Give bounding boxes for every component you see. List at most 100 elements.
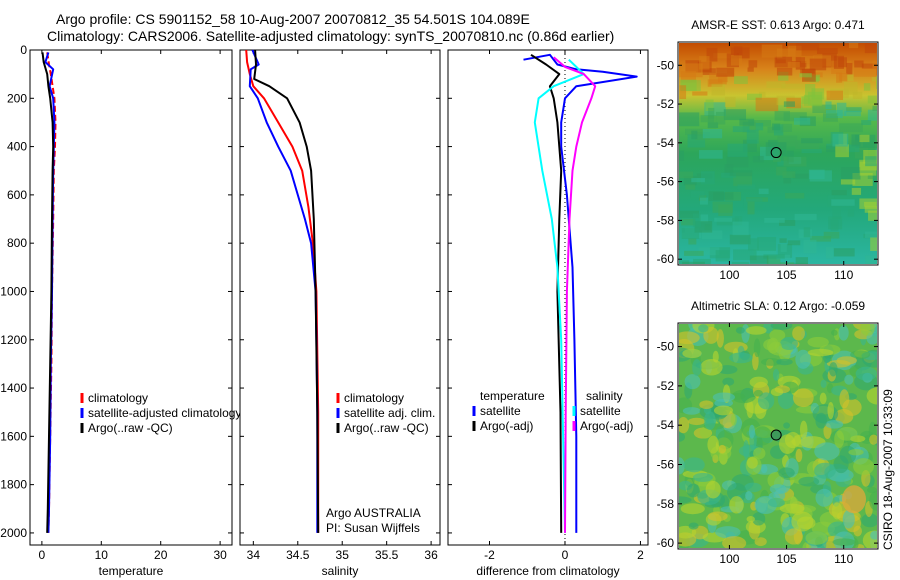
sst-texture-cell — [875, 76, 877, 89]
sla-texture-blob — [741, 324, 750, 343]
legend-entry: satellite adj. clim. — [344, 406, 435, 420]
sst-texture-cell — [783, 112, 807, 122]
sla_map-xtick-label: 105 — [777, 552, 797, 566]
sst-texture-cell — [871, 76, 877, 82]
sst-texture-cell — [679, 112, 700, 127]
sla-texture-blob — [745, 490, 753, 501]
sst_map-ytick-label: -54 — [657, 136, 675, 150]
sla-texture-blob — [679, 457, 685, 475]
salinity-panel: 34 34.5 35 35.5 36 salinity climatologysatelli… — [239, 49, 441, 578]
sst-texture-cell — [688, 238, 697, 245]
difference-series-temperature-argo-adj- — [530, 53, 563, 533]
sla-texture-blob — [753, 389, 763, 397]
sst-texture-cell — [747, 201, 755, 215]
sla-texture-blob — [869, 434, 877, 445]
sla-texture-blob — [735, 326, 745, 334]
sst-texture-cell — [702, 129, 723, 139]
sst-texture-cell — [679, 210, 699, 219]
sla-texture-blob — [680, 503, 705, 515]
sla-texture-blob — [692, 359, 702, 377]
sst-texture-cell — [698, 247, 720, 256]
sst-texture-cell — [787, 240, 801, 246]
difference-panel: -2 0 2 difference from climatology temperatu… — [447, 49, 649, 578]
sla-texture-blob — [776, 358, 793, 366]
difference-xtick-label: -2 — [484, 548, 495, 562]
sla-texture-blob — [855, 366, 877, 381]
salinity-xtick-label: 35.5 — [375, 548, 399, 562]
sst-texture-cell — [755, 122, 764, 131]
sla-texture-blob — [699, 400, 714, 410]
sla-texture-blob — [679, 496, 692, 504]
annotation-text: Argo AUSTRALIA — [326, 506, 421, 520]
sla-texture-blob — [805, 531, 828, 545]
sla-texture-blob — [836, 356, 857, 365]
legend-entry: Argo(-adj) — [480, 419, 533, 433]
sst-texture-cell — [779, 220, 796, 226]
sst-texture-cell — [699, 214, 709, 223]
sst_map-ytick-label: -58 — [657, 213, 675, 227]
sst-texture-cell — [852, 91, 863, 100]
difference-xtick-label: 0 — [562, 548, 569, 562]
sst-texture-cell — [848, 43, 859, 49]
sla-texture-blob — [820, 379, 827, 388]
temperature-ytick-label: 1400 — [0, 381, 27, 395]
temperature-xtick-label: 30 — [213, 548, 227, 562]
sst-texture-cell — [836, 72, 843, 83]
sla-texture-blob — [853, 525, 862, 537]
sst-texture-cell — [747, 67, 754, 72]
sst-texture-cell — [699, 56, 710, 70]
sla-texture-blob — [682, 407, 701, 415]
sst-texture-cell — [729, 234, 751, 245]
temperature-xtick-label: 0 — [39, 548, 46, 562]
temperature-ytick-label: 1000 — [0, 284, 27, 298]
sst-texture-cell — [711, 83, 725, 96]
sla-map-panel: Altimetric SLA: 0.12 Argo: -0.059 -50 -52 -… — [657, 299, 879, 566]
sst-texture-cell — [781, 83, 805, 89]
sla-texture-blob — [753, 426, 772, 446]
difference-xtick-label: 2 — [637, 548, 644, 562]
sst-texture-cell — [839, 123, 863, 133]
sla-texture-blob — [684, 374, 701, 390]
sst-texture-cell — [831, 199, 855, 206]
sst-texture-cell — [748, 60, 758, 68]
sst-texture-cell — [729, 170, 753, 177]
sla-texture-blob — [838, 325, 849, 341]
sla-texture-blob — [704, 411, 716, 431]
sst-texture-cell — [832, 206, 841, 219]
sst-texture-cell — [835, 144, 849, 158]
sst_map-ytick-label: -50 — [657, 58, 675, 72]
sla-texture-blob — [761, 358, 782, 366]
sst-texture-cell — [753, 247, 777, 257]
sst-texture-cell — [808, 169, 825, 180]
sla-texture-blob — [795, 349, 811, 369]
sla-texture-blob — [807, 348, 834, 357]
sst-texture-cell — [783, 101, 795, 107]
sla-texture-blob — [815, 412, 827, 429]
sla-texture-blob — [679, 432, 685, 442]
sst-texture-cell — [716, 67, 735, 77]
sst-texture-cell — [739, 118, 755, 126]
sla-texture-blob — [730, 413, 737, 426]
legend-entry: Argo(..raw -QC) — [88, 421, 173, 435]
sst-texture-cell — [706, 47, 718, 62]
sla-texture-blob — [688, 522, 699, 530]
sla-texture-blob — [716, 430, 734, 450]
sst-texture-cell — [724, 96, 736, 108]
sla-texture-blob — [827, 401, 835, 420]
sla-texture-blob — [860, 324, 875, 336]
sst-texture-cell — [865, 156, 877, 167]
sst-texture-cell — [793, 117, 811, 125]
legend-column-salinity: salinity — [586, 389, 623, 403]
sst-texture-cell — [755, 97, 779, 112]
sst-texture-cell — [733, 249, 757, 261]
sst-texture-cell — [872, 105, 877, 111]
temperature-ytick-label: 400 — [7, 140, 27, 154]
sla-texture-blob — [760, 464, 768, 474]
sst-texture-cell — [803, 227, 811, 238]
sla-texture-blob — [777, 389, 795, 410]
sst-texture-cell — [794, 213, 817, 221]
sst-texture-cell — [681, 218, 696, 226]
sla-texture-blob — [772, 368, 780, 381]
sla-texture-blob — [798, 476, 820, 487]
sla-texture-blob — [718, 444, 727, 454]
